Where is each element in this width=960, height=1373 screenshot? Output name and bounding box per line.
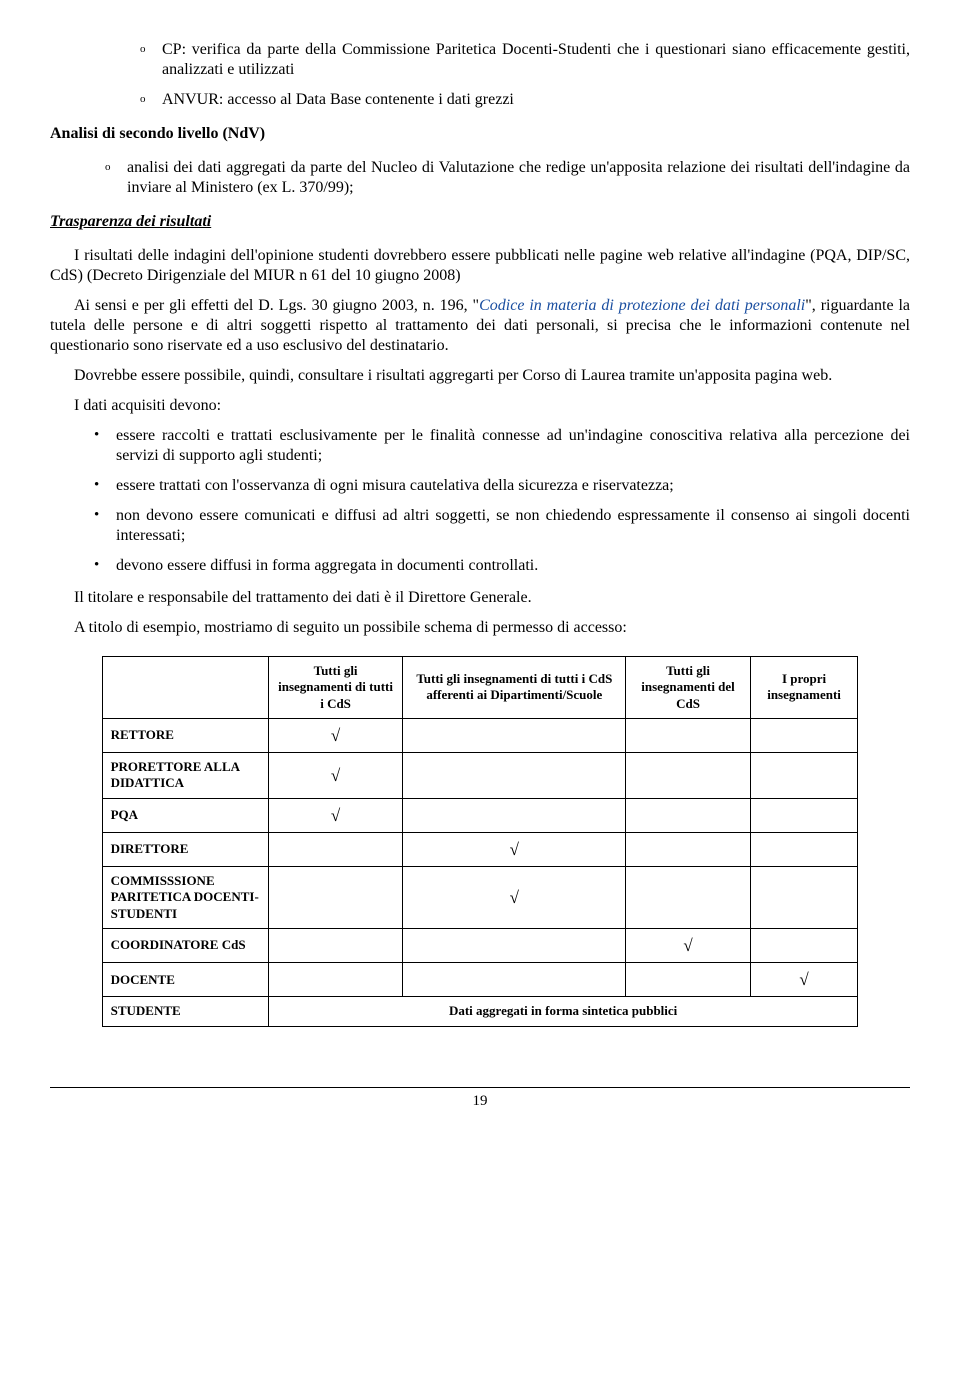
list-item: o CP: verifica da parte della Commission… (140, 40, 910, 80)
table-header: I propri insegnamenti (750, 657, 858, 719)
table-row: DOCENTE √ (102, 963, 858, 997)
list-marker-o: o (140, 40, 162, 80)
mark-cell: √ (626, 928, 750, 962)
list-text: analisi dei dati aggregati da parte del … (127, 158, 910, 198)
mark-cell (403, 718, 626, 752)
table-row: DIRETTORE √ (102, 832, 858, 866)
mark-cell: √ (403, 832, 626, 866)
mark-cell (626, 867, 750, 929)
role-cell: DIRETTORE (102, 832, 268, 866)
paragraph: Dovrebbe essere possibile, quindi, consu… (50, 366, 910, 386)
table-row: PRORETTORE ALLA DIDATTICA √ (102, 753, 858, 799)
list-text: non devono essere comunicati e diffusi a… (116, 506, 910, 546)
paragraph-intro: I dati acquisiti devono: (50, 396, 910, 416)
paragraph: A titolo di esempio, mostriamo di seguit… (50, 618, 910, 638)
mark-cell (750, 718, 858, 752)
bullet-icon: • (94, 476, 116, 496)
para-text: Ai sensi e per gli effetti del D. Lgs. 3… (74, 297, 479, 314)
table-header: Tutti gli insegnamenti di tutti i CdS (268, 657, 402, 719)
italic-citation: Codice in materia di protezione dei dati… (479, 297, 805, 314)
paragraph: Il titolare e responsabile del trattamen… (50, 588, 910, 608)
role-cell: PQA (102, 798, 268, 832)
role-cell: STUDENTE (102, 997, 268, 1026)
mark-cell (626, 718, 750, 752)
list-text: CP: verifica da parte della Commissione … (162, 40, 910, 80)
table-row: COORDINATORE CdS √ (102, 928, 858, 962)
table-row: PQA √ (102, 798, 858, 832)
mark-cell (626, 832, 750, 866)
page-number: 19 (473, 1093, 488, 1109)
bullet-icon: • (94, 426, 116, 466)
mark-cell: √ (750, 963, 858, 997)
table-header (102, 657, 268, 719)
mark-cell (403, 753, 626, 799)
list-marker-o: o (140, 90, 162, 110)
studente-note-cell: Dati aggregati in forma sintetica pubbli… (268, 997, 858, 1026)
list-text: essere raccolti e trattati esclusivament… (116, 426, 910, 466)
role-cell: DOCENTE (102, 963, 268, 997)
mark-cell (626, 753, 750, 799)
role-cell: RETTORE (102, 718, 268, 752)
table-header: Tutti gli insegnamenti del CdS (626, 657, 750, 719)
mark-cell (626, 798, 750, 832)
mark-cell: √ (268, 753, 402, 799)
heading-analisi-secondo-livello: Analisi di secondo livello (NdV) (50, 124, 910, 144)
mark-cell: √ (268, 718, 402, 752)
mark-cell (750, 832, 858, 866)
heading-trasparenza: Trasparenza dei risultati (50, 212, 910, 232)
outer-circle-list: o analisi dei dati aggregati da parte de… (50, 158, 910, 198)
table-header: Tutti gli insegnamenti di tutti i CdS af… (403, 657, 626, 719)
mark-cell (750, 867, 858, 929)
mark-cell (268, 963, 402, 997)
list-text: devono essere diffusi in forma aggregata… (116, 556, 910, 576)
mark-cell (750, 798, 858, 832)
list-item: o ANVUR: accesso al Data Base contenente… (140, 90, 910, 110)
mark-cell: √ (268, 798, 402, 832)
role-cell: COORDINATORE CdS (102, 928, 268, 962)
bullet-list: • essere raccolti e trattati esclusivame… (50, 426, 910, 576)
nested-circle-list: o CP: verifica da parte della Commission… (50, 40, 910, 110)
role-cell: COMMISSSIONE PARITETICA DOCENTI-STUDENTI (102, 867, 268, 929)
table-body: RETTORE √ PRORETTORE ALLA DIDATTICA √ PQ… (102, 718, 858, 1026)
mark-cell (403, 798, 626, 832)
list-text: essere trattati con l'osservanza di ogni… (116, 476, 910, 496)
mark-cell (268, 867, 402, 929)
mark-cell (268, 832, 402, 866)
page-footer: 19 (50, 1087, 910, 1111)
list-item: • non devono essere comunicati e diffusi… (94, 506, 910, 546)
mark-cell (403, 928, 626, 962)
mark-cell: √ (403, 867, 626, 929)
mark-cell (750, 753, 858, 799)
table-row: RETTORE √ (102, 718, 858, 752)
table-header-row: Tutti gli insegnamenti di tutti i CdS Tu… (102, 657, 858, 719)
bullet-icon: • (94, 506, 116, 546)
mark-cell (403, 963, 626, 997)
list-text: ANVUR: accesso al Data Base contenente i… (162, 90, 910, 110)
mark-cell (268, 928, 402, 962)
mark-cell (626, 963, 750, 997)
table-row: COMMISSSIONE PARITETICA DOCENTI-STUDENTI… (102, 867, 858, 929)
paragraph: Ai sensi e per gli effetti del D. Lgs. 3… (50, 296, 910, 356)
bullet-icon: • (94, 556, 116, 576)
list-item: o analisi dei dati aggregati da parte de… (105, 158, 910, 198)
access-permission-table: Tutti gli insegnamenti di tutti i CdS Tu… (102, 656, 859, 1027)
table-row-studente: STUDENTE Dati aggregati in forma sinteti… (102, 997, 858, 1026)
role-cell: PRORETTORE ALLA DIDATTICA (102, 753, 268, 799)
mark-cell (750, 928, 858, 962)
list-item: • essere trattati con l'osservanza di og… (94, 476, 910, 496)
list-item: • devono essere diffusi in forma aggrega… (94, 556, 910, 576)
list-marker-o: o (105, 158, 127, 198)
list-item: • essere raccolti e trattati esclusivame… (94, 426, 910, 466)
paragraph: I risultati delle indagini dell'opinione… (50, 246, 910, 286)
